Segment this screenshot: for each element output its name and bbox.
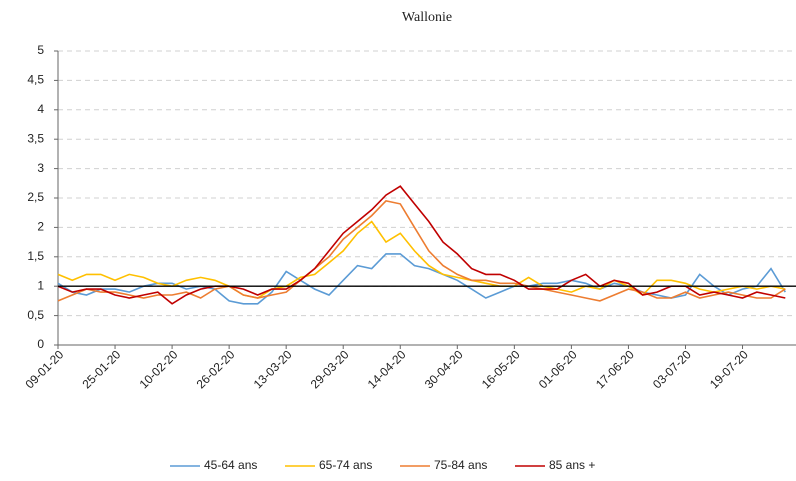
x-tick-label: 01-06-20 [536, 347, 580, 391]
y-tick-label: 3,5 [27, 131, 44, 145]
x-tick-label: 30-04-20 [422, 347, 466, 391]
y-tick-label: 0,5 [27, 308, 44, 322]
x-tick-label: 03-07-20 [650, 347, 694, 391]
x-tick-label: 13-03-20 [251, 347, 295, 391]
x-tick-label: 10-02-20 [137, 347, 181, 391]
x-tick-label: 25-01-20 [80, 347, 124, 391]
x-tick-label: 14-04-20 [365, 347, 409, 391]
chart-title: Wallonie [402, 10, 452, 25]
y-tick-label: 2,5 [27, 190, 44, 204]
y-tick-label: 4 [37, 102, 44, 116]
y-tick-label: 0 [37, 337, 44, 351]
legend-label: 85 ans + [549, 458, 595, 472]
y-tick-label: 5 [37, 43, 44, 57]
y-tick-label: 2 [37, 220, 44, 234]
x-tick-label: 16-05-20 [479, 347, 523, 391]
x-tick-label: 19-07-20 [707, 347, 751, 391]
series-line [57, 200, 786, 302]
y-tick-label: 1,5 [27, 249, 44, 263]
x-tick-label: 09-01-20 [22, 347, 66, 391]
series-line [57, 185, 786, 305]
legend-label: 75-84 ans [434, 458, 487, 472]
x-tick-label: 17-06-20 [593, 347, 637, 391]
x-tick-label: 29-03-20 [308, 347, 352, 391]
y-tick-label: 4,5 [27, 73, 44, 87]
y-tick-label: 3 [37, 161, 44, 175]
series-line [57, 220, 786, 299]
legend-label: 45-64 ans [204, 458, 257, 472]
x-tick-label: 26-02-20 [194, 347, 238, 391]
y-tick-label: 1 [37, 278, 44, 292]
legend-label: 65-74 ans [319, 458, 372, 472]
